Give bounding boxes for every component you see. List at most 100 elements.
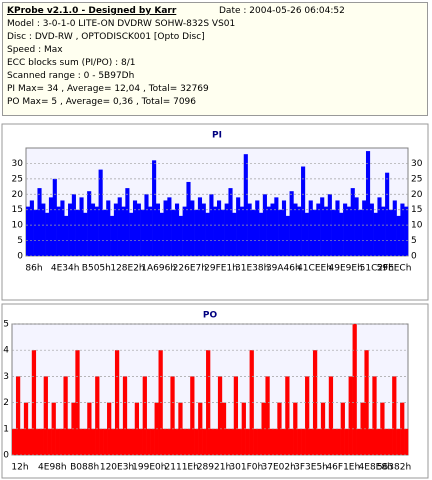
x-tick-label: 37E02h bbox=[262, 463, 296, 473]
bar bbox=[95, 376, 100, 455]
x-tick-label: 199E0h bbox=[132, 463, 166, 473]
bar bbox=[369, 203, 374, 256]
bar bbox=[232, 212, 237, 256]
bar bbox=[98, 169, 103, 256]
bar bbox=[111, 428, 116, 455]
bar bbox=[385, 172, 390, 256]
bar bbox=[56, 206, 61, 256]
bar bbox=[186, 428, 191, 455]
y2-tick-label: 15 bbox=[411, 205, 422, 215]
y2-tick-label: 10 bbox=[411, 221, 423, 231]
bar bbox=[388, 428, 393, 455]
bar bbox=[339, 212, 344, 256]
bar bbox=[301, 428, 306, 455]
x-tick-label: 86h bbox=[25, 264, 42, 274]
bar bbox=[33, 209, 38, 256]
bar bbox=[293, 402, 298, 455]
bar bbox=[352, 324, 357, 455]
bar bbox=[186, 181, 191, 256]
bar bbox=[174, 428, 179, 455]
y-tick-label: 3 bbox=[3, 372, 9, 382]
bar bbox=[182, 206, 187, 256]
bar bbox=[249, 350, 254, 455]
bar bbox=[243, 154, 248, 256]
app-title: KProbe v2.1.0 - Designed by Karr bbox=[7, 6, 177, 16]
chart-title: PO bbox=[203, 311, 218, 321]
info-panel: KProbe v2.1.0 - Designed by Karr Date : … bbox=[2, 2, 428, 116]
bar bbox=[277, 402, 282, 455]
y-tick-label: 1 bbox=[3, 424, 9, 434]
bar bbox=[130, 428, 136, 455]
bar bbox=[360, 402, 365, 455]
bar bbox=[392, 376, 397, 455]
x-tick-label: 56382h bbox=[377, 463, 411, 473]
x-tick-label: 51C2Fh bbox=[360, 264, 394, 274]
info-line: Model : 3-0-1-0 LITE-ON DVDRW SOHW-832S … bbox=[7, 19, 236, 29]
bar bbox=[190, 200, 195, 256]
y2-tick-label: 20 bbox=[411, 190, 423, 200]
bar bbox=[396, 428, 401, 455]
bar bbox=[162, 428, 167, 455]
bar bbox=[237, 428, 242, 455]
info-line: PI Max= 34 , Average= 12,04 , Total= 327… bbox=[7, 84, 209, 94]
bar bbox=[26, 206, 31, 256]
bar bbox=[358, 209, 363, 256]
bar bbox=[132, 200, 138, 256]
bar bbox=[278, 209, 283, 256]
bar bbox=[60, 200, 65, 256]
x-tick-label: 4E98h bbox=[38, 463, 67, 473]
bar bbox=[281, 200, 287, 256]
bar bbox=[225, 428, 231, 455]
chart-title: PI bbox=[212, 131, 222, 141]
bar bbox=[320, 197, 325, 256]
bar bbox=[247, 203, 252, 256]
bar bbox=[67, 428, 72, 455]
bar bbox=[63, 376, 68, 455]
bar bbox=[106, 200, 111, 256]
bar bbox=[205, 212, 210, 256]
bar bbox=[140, 209, 145, 256]
bar bbox=[229, 428, 235, 455]
bar bbox=[126, 428, 132, 455]
bar bbox=[213, 206, 218, 256]
bar bbox=[83, 212, 88, 256]
x-tick-label: 59EECh bbox=[377, 264, 412, 274]
bar bbox=[178, 215, 183, 256]
x-tick-label: 28921h bbox=[197, 463, 231, 473]
bar bbox=[301, 166, 306, 256]
bar bbox=[217, 376, 223, 455]
bar bbox=[241, 402, 246, 455]
bar bbox=[340, 402, 345, 455]
bar bbox=[19, 428, 25, 455]
bar bbox=[380, 402, 385, 455]
y-tick-label: 5 bbox=[17, 236, 23, 246]
bar bbox=[388, 209, 394, 256]
bar bbox=[150, 428, 155, 455]
bar bbox=[285, 215, 290, 256]
bar bbox=[350, 188, 355, 256]
bar bbox=[362, 200, 367, 256]
bar bbox=[121, 206, 126, 256]
bar bbox=[396, 215, 401, 256]
bar bbox=[344, 428, 349, 455]
bar bbox=[346, 206, 351, 256]
bar bbox=[55, 428, 60, 455]
bar bbox=[316, 203, 321, 256]
bar bbox=[142, 376, 147, 455]
x-tick-label: 31E38h bbox=[235, 264, 269, 274]
bar bbox=[251, 209, 256, 256]
bar bbox=[220, 209, 225, 256]
bar bbox=[404, 206, 409, 256]
bar bbox=[27, 428, 33, 455]
bar bbox=[194, 428, 199, 455]
bar bbox=[381, 206, 386, 256]
info-line: Speed : Max bbox=[7, 45, 63, 55]
x-tick-label: 39A46h bbox=[266, 264, 301, 274]
bar bbox=[146, 428, 151, 455]
bar bbox=[71, 194, 76, 256]
bar bbox=[39, 428, 44, 455]
bar bbox=[102, 209, 107, 256]
bar bbox=[400, 203, 405, 256]
bar bbox=[316, 428, 322, 455]
bar bbox=[138, 428, 143, 455]
